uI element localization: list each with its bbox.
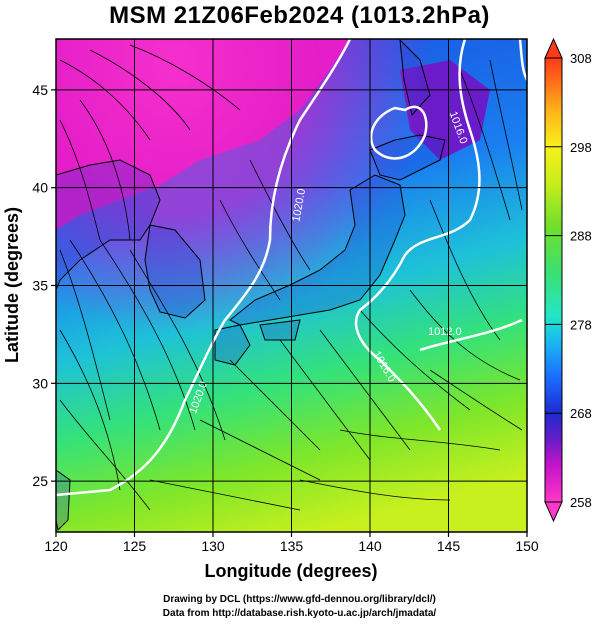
korea-peninsula xyxy=(144,224,206,319)
isobar-northeast xyxy=(518,39,527,81)
y-tick-label: 25 xyxy=(32,473,48,489)
sakhalin xyxy=(399,39,431,117)
isobar-1016-east xyxy=(354,39,481,431)
x-tick-label: 140 xyxy=(358,538,382,554)
x-tick-label: 150 xyxy=(515,538,539,554)
kyushu xyxy=(214,324,251,366)
colorbar-ticks: 258 268 278 288 298 308 xyxy=(545,51,592,510)
y-axis-label: Latitude (degrees) xyxy=(2,207,22,363)
y-axis-ticks: 25 30 35 40 45 xyxy=(32,82,56,489)
isobar-1012 xyxy=(419,318,523,352)
colorbar-tick-label: 298 xyxy=(570,140,592,155)
isobar-1020-north xyxy=(56,39,352,497)
colorbar-min-arrow xyxy=(544,501,563,523)
y-tick-label: 45 xyxy=(32,82,48,98)
map-title: MSM 21Z06Feb2024 (1013.2hPa) xyxy=(109,2,490,29)
credit-drawing: Drawing by DCL (https://www.gfd-dennou.o… xyxy=(163,594,436,605)
x-tick-label: 125 xyxy=(123,538,147,554)
colorbar-body xyxy=(544,57,563,503)
x-tick-label: 135 xyxy=(280,538,304,554)
y-tick-label: 30 xyxy=(32,375,48,391)
map-panel: 1020.0 1016.0 1012.0 1016.0 1020.0 xyxy=(56,39,527,532)
colorbar-tick-label: 258 xyxy=(570,495,592,510)
isobars xyxy=(56,39,527,497)
colorbar-max-arrow xyxy=(544,37,563,59)
streamlines xyxy=(59,44,523,511)
grid xyxy=(56,39,527,532)
colorbar-tick-label: 308 xyxy=(570,51,592,66)
shikoku xyxy=(259,319,301,341)
isobar-label: 1012.0 xyxy=(428,326,462,338)
x-tick-label: 130 xyxy=(201,538,225,554)
isobar-low-hokkaido xyxy=(369,105,428,160)
y-tick-label: 40 xyxy=(32,180,48,196)
colorbar-tick-label: 278 xyxy=(570,317,592,332)
x-tick-label: 120 xyxy=(44,538,68,554)
isobar-label: 1020.0 xyxy=(290,188,308,223)
x-axis-ticks: 120 125 130 135 140 145 150 xyxy=(44,532,539,554)
taiwan xyxy=(56,469,71,532)
x-axis-label: Longitude (degrees) xyxy=(204,561,377,581)
credit-data-source: Data from http://database.rish.kyoto-u.a… xyxy=(162,608,437,619)
x-tick-label: 145 xyxy=(437,538,461,554)
colorbar-tick-label: 268 xyxy=(570,406,592,421)
honshu xyxy=(229,174,406,326)
hokkaido xyxy=(369,134,446,181)
y-tick-label: 35 xyxy=(32,278,48,294)
colorbar: 258 268 278 288 298 308 xyxy=(544,37,592,523)
colorbar-tick-label: 288 xyxy=(570,229,592,244)
